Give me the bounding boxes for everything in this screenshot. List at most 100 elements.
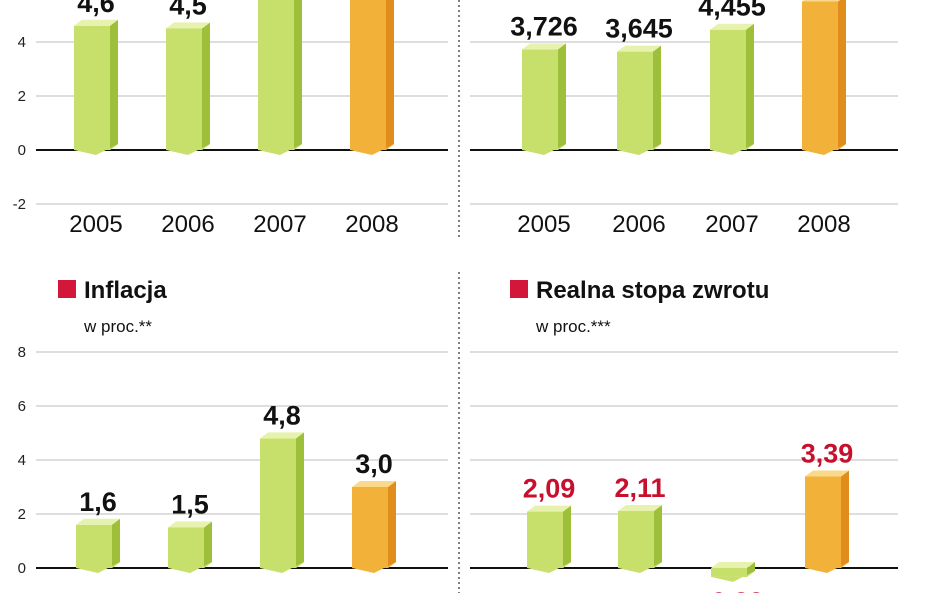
bar-2006 xyxy=(166,22,210,155)
chart-top-left: -2 0 2 4 4,6 2005 4,5 2006 2007 2008 xyxy=(13,0,448,238)
bar-side xyxy=(841,470,849,568)
title-marker-icon xyxy=(58,280,76,298)
y-tick-label: 4 xyxy=(18,34,26,51)
bar-bottom xyxy=(522,144,566,155)
bar-top xyxy=(711,562,755,568)
data-label: 4,5 xyxy=(169,0,207,21)
bar-2007 xyxy=(710,23,754,155)
x-tick-label: 2006 xyxy=(161,211,214,238)
bar-bottom xyxy=(805,562,849,573)
bar-side xyxy=(653,45,661,150)
data-label: 3,645 xyxy=(605,14,673,44)
bar-2006 xyxy=(617,45,661,155)
bar-front xyxy=(710,29,746,151)
bar-bottom xyxy=(527,562,571,573)
bar-front xyxy=(805,476,841,568)
y-tick-label: 2 xyxy=(18,506,26,523)
bar-2005 xyxy=(74,19,118,155)
data-label: 1,5 xyxy=(171,490,209,520)
bar-front xyxy=(260,438,296,568)
bar-2008 xyxy=(350,0,394,155)
x-tick-label: 2005 xyxy=(517,211,570,238)
bar-2008 xyxy=(802,0,846,155)
bar-bottom xyxy=(76,562,120,573)
bar-2008 xyxy=(352,481,396,573)
bar-2005 xyxy=(522,43,566,155)
bar-front xyxy=(802,1,838,150)
y-tick-label: 8 xyxy=(18,344,26,361)
bar-front xyxy=(258,0,294,150)
x-tick-label: 2007 xyxy=(253,211,306,238)
bar-top xyxy=(76,518,120,525)
bar-front xyxy=(522,49,558,151)
data-label: 2,09 xyxy=(523,474,576,504)
bar-front xyxy=(350,0,386,151)
bar-bottom xyxy=(168,562,212,573)
chart-title: Realna stopa zwrotu xyxy=(536,277,769,304)
bar-top xyxy=(168,521,212,528)
chart-subtitle: w proc.** xyxy=(83,317,152,336)
y-tick-label: 2 xyxy=(18,88,26,105)
bar-2007 xyxy=(260,432,304,573)
bar-bottom xyxy=(802,144,846,155)
bar-2005 xyxy=(527,505,571,573)
bar-front xyxy=(166,28,202,150)
x-tick-label: 2008 xyxy=(797,211,850,238)
chart-subtitle: w proc.*** xyxy=(535,317,611,336)
bar-side xyxy=(386,0,394,150)
data-label: 4,455 xyxy=(698,0,766,22)
bar-top xyxy=(352,481,396,487)
chart-bottom-left: 0 2 4 6 8 Inflacja w proc.** 1,6 1,5 4,8 3,0 xyxy=(18,277,448,577)
bar-side xyxy=(558,43,566,151)
data-label: 3,726 xyxy=(510,11,578,41)
x-tick-label: 2005 xyxy=(69,211,122,238)
bar-top xyxy=(617,45,661,52)
chart-top-right: 3,726 2005 3,645 2006 4,455 2007 2008 xyxy=(470,0,898,238)
y-tick-label: 4 xyxy=(18,452,26,469)
bar-bottom xyxy=(352,562,396,573)
bar-side xyxy=(296,432,304,568)
bar-front xyxy=(618,511,654,568)
data-label: 2,11 xyxy=(614,473,665,503)
bar-bottom xyxy=(166,144,210,155)
bar-bottom xyxy=(710,144,754,155)
bar-bottom xyxy=(711,570,755,582)
bar-bottom xyxy=(617,144,661,155)
bar-2008 xyxy=(805,470,849,573)
bar-front xyxy=(76,524,112,568)
bar-front xyxy=(527,511,563,568)
x-tick-label: 2006 xyxy=(612,211,665,238)
bar-top xyxy=(260,432,304,439)
bar-side xyxy=(202,22,210,150)
bar-bottom xyxy=(618,562,662,573)
bar-2005 xyxy=(76,518,120,573)
bar-top xyxy=(74,19,118,26)
data-label: 4,8 xyxy=(263,400,301,430)
bar-side xyxy=(294,0,302,150)
chart-bottom-right: Realna stopa zwrotu w proc.*** 2,09 2,11 -0,… xyxy=(470,277,898,593)
bar-top xyxy=(802,0,840,2)
bar-top xyxy=(522,43,566,50)
bar-2006 xyxy=(618,505,662,573)
y-tick-label: -2 xyxy=(13,196,26,213)
data-label: 3,0 xyxy=(355,449,393,479)
bar-front xyxy=(617,51,653,150)
bar-2006 xyxy=(168,521,212,573)
bar-side xyxy=(388,481,396,568)
bar-side xyxy=(204,521,212,568)
chart-title: Inflacja xyxy=(84,277,167,304)
data-label: -0,33 xyxy=(702,587,764,593)
bar-side xyxy=(747,562,755,577)
y-tick-label: 0 xyxy=(18,560,26,577)
bar-bottom xyxy=(260,562,304,573)
bar-top xyxy=(527,505,571,512)
bar-top xyxy=(710,23,754,30)
bar-2007 xyxy=(258,0,302,155)
bar-side xyxy=(563,505,571,568)
x-tick-label: 2007 xyxy=(705,211,758,238)
bar-side xyxy=(112,518,120,568)
bar-top xyxy=(618,505,662,512)
bar-top xyxy=(166,22,210,29)
bar-side xyxy=(110,19,118,150)
